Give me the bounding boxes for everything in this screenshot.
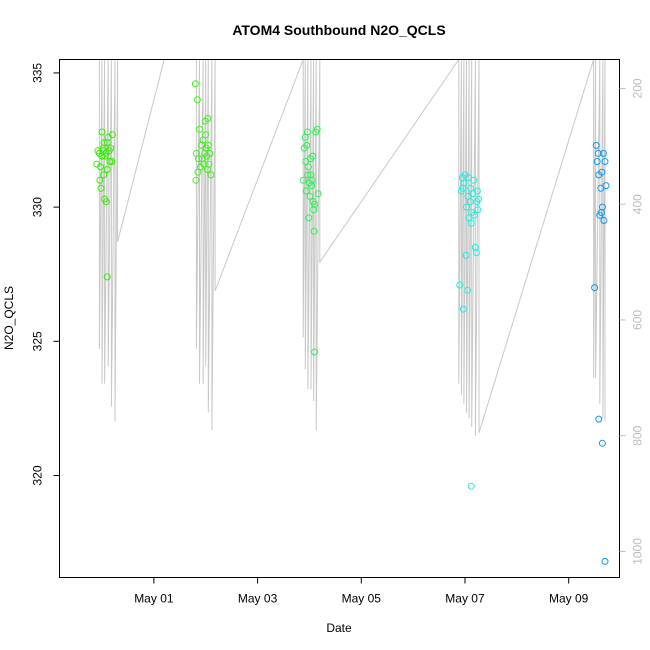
data-point: [456, 281, 464, 289]
x-tick-label: May 09: [549, 592, 589, 606]
data-point: [97, 163, 104, 171]
data-point: [100, 171, 108, 179]
data-point: [470, 211, 478, 219]
plot-frame: [59, 59, 620, 578]
data-point: [314, 190, 322, 198]
secondary-line-layer: [98, 57, 606, 436]
data-point: [464, 286, 472, 294]
y2-axis: 200 400 600 800 1000: [619, 78, 645, 565]
data-point: [472, 249, 480, 257]
data-point: [601, 158, 609, 165]
x-tick-label: May 05: [342, 592, 382, 606]
data-point: [598, 203, 606, 211]
data-point: [460, 179, 468, 187]
data-point: [311, 348, 319, 356]
data-point: [98, 128, 106, 136]
data-point: [311, 200, 319, 208]
data-point: [601, 557, 609, 565]
data-point: [304, 171, 312, 179]
y2-tick-label: 600: [631, 310, 645, 330]
data-point: [591, 284, 599, 292]
data-point: [473, 187, 481, 195]
data-point: [205, 160, 213, 168]
data-point: [600, 217, 608, 224]
data-point: [463, 203, 470, 211]
data-point: [304, 163, 312, 171]
data-point: [108, 158, 116, 165]
data-point: [202, 131, 210, 139]
data-point: [470, 176, 478, 184]
data-point: [462, 251, 470, 259]
x-axis-label: Date: [326, 621, 352, 635]
data-point: [471, 243, 479, 251]
data-point: [191, 80, 199, 88]
data-point: [204, 115, 212, 122]
data-point: [598, 439, 606, 447]
data-point: [467, 219, 475, 227]
data-point: [305, 214, 313, 222]
x-axis: May 01 May 03 May 05 May 07 May 09: [134, 577, 589, 606]
data-point: [475, 195, 482, 203]
data-point: [474, 206, 482, 214]
data-point: [598, 168, 606, 176]
data-point: [196, 125, 203, 133]
data-point: [594, 149, 602, 157]
data-point: [308, 176, 316, 184]
data-point: [459, 305, 467, 313]
y2-tick-label: 200: [631, 78, 645, 98]
y-axis: 320 325 330 335: [31, 63, 60, 486]
data-point: [310, 227, 318, 235]
data-point: [308, 182, 315, 190]
data-point: [467, 482, 475, 490]
data-point: [97, 184, 105, 192]
data-point: [303, 141, 311, 149]
data-point: [599, 149, 607, 157]
data-point: [193, 96, 201, 104]
data-point: [103, 273, 111, 281]
data-points-layer: [93, 80, 610, 565]
y-tick-label: 320: [31, 465, 45, 485]
data-point: [593, 158, 601, 165]
data-point: [459, 184, 467, 192]
data-point: [103, 166, 111, 173]
data-point: [602, 182, 610, 190]
secondary-line: [98, 57, 606, 436]
data-point: [466, 198, 474, 206]
data-point: [204, 141, 212, 149]
x-tick-label: May 07: [445, 592, 485, 606]
data-point: [309, 152, 316, 160]
data-point: [108, 131, 116, 139]
data-point: [96, 176, 104, 184]
data-point: [207, 171, 215, 179]
x-tick-label: May 01: [134, 592, 174, 606]
data-point: [100, 139, 108, 147]
data-point: [102, 198, 110, 206]
y2-tick-label: 800: [631, 425, 645, 445]
y-axis-label: N2O_QCLS: [2, 286, 16, 350]
data-point: [106, 158, 114, 165]
data-point: [107, 144, 115, 152]
y2-tick-label: 1000: [631, 538, 645, 565]
data-point: [299, 176, 307, 184]
x-tick-label: May 03: [238, 592, 278, 606]
y-tick-label: 335: [31, 63, 45, 83]
data-point: [195, 155, 202, 163]
data-point: [200, 160, 208, 168]
data-point: [206, 149, 214, 157]
data-point: [313, 125, 321, 133]
chart-title: ATOM4 Southbound N2O_QCLS: [232, 22, 445, 38]
y2-tick-label: 400: [631, 194, 645, 214]
data-point: [592, 141, 600, 149]
data-point: [302, 187, 310, 195]
data-point: [306, 192, 314, 200]
y-tick-label: 325: [31, 331, 45, 351]
data-point: [192, 176, 200, 184]
y-tick-label: 330: [31, 197, 45, 217]
data-point: [595, 415, 603, 423]
data-point: [303, 128, 311, 136]
